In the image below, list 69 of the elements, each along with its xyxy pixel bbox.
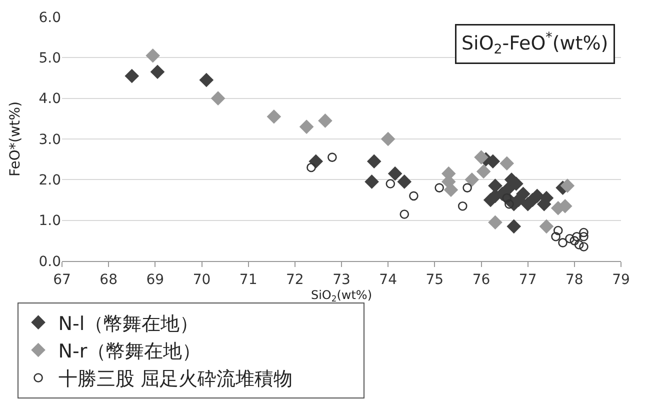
point — [579, 228, 588, 238]
point — [551, 232, 560, 242]
x-axis-title: SiO$_{2}$(wt%) — [310, 288, 372, 304]
point — [462, 183, 472, 192]
y-tick-label: 4.0 — [38, 91, 61, 108]
point — [579, 232, 588, 242]
point — [558, 238, 568, 248]
point — [380, 132, 396, 146]
point — [565, 234, 574, 244]
legend-label: N-l（幣舞在地） — [58, 312, 199, 335]
point — [199, 72, 214, 88]
x-tick-label: 70 — [192, 272, 211, 288]
point — [570, 236, 580, 246]
point — [210, 91, 226, 106]
x-tick-label: 75 — [426, 272, 444, 288]
x-tick-label: 76 — [472, 272, 490, 288]
point — [124, 68, 140, 84]
point — [444, 182, 458, 197]
text: SiO$_{2}$-FeO$^{*}$(wt%) — [462, 30, 608, 58]
y-tick-label: 3.0 — [38, 132, 61, 148]
x-tick-label: 78 — [566, 272, 584, 288]
point — [308, 154, 324, 169]
point — [400, 210, 410, 219]
point — [299, 120, 314, 134]
x-tick-label: 71 — [239, 272, 258, 288]
y-tick-label: 6.0 — [38, 10, 61, 26]
point — [458, 201, 468, 211]
point — [306, 162, 316, 172]
y-tick-label: 1.0 — [38, 213, 61, 230]
y-tick-label: 5.0 — [38, 50, 61, 67]
point — [409, 191, 418, 201]
point — [539, 219, 554, 234]
x-tick-label: 79 — [612, 272, 630, 288]
x-tick-label: 77 — [518, 272, 537, 288]
point — [572, 232, 582, 242]
point — [560, 178, 575, 193]
legend-label: 十勝三股 屈足火砕流堆積物 — [58, 368, 292, 390]
point — [516, 186, 530, 202]
x-tick-label: 73 — [332, 272, 350, 288]
point — [150, 64, 165, 80]
x-tick-label: 74 — [379, 272, 398, 288]
point — [488, 215, 502, 230]
point — [328, 152, 337, 162]
x-tick-label: 69 — [146, 272, 164, 288]
point — [553, 226, 563, 236]
point — [388, 166, 402, 181]
point — [500, 156, 514, 171]
y-tick-label: 2.0 — [38, 172, 61, 189]
point — [146, 48, 160, 63]
point — [318, 114, 332, 128]
point — [366, 154, 382, 169]
point — [579, 242, 588, 252]
point — [364, 174, 379, 189]
point — [574, 240, 584, 250]
point — [488, 178, 502, 193]
point — [266, 109, 282, 124]
y-tick-label: 0.0 — [38, 254, 61, 270]
point — [464, 172, 480, 187]
point — [476, 164, 491, 179]
point — [434, 183, 444, 192]
legend-label: N-r（幣舞在地） — [58, 340, 202, 362]
x-tick-label: 67 — [53, 272, 71, 288]
x-tick-label: 68 — [100, 272, 118, 288]
point — [506, 219, 522, 234]
y-axis-title: FeO*(wt%) — [7, 101, 24, 177]
point — [474, 150, 488, 164]
x-tick-label: 72 — [286, 272, 304, 288]
point — [397, 174, 412, 189]
point — [386, 179, 396, 188]
